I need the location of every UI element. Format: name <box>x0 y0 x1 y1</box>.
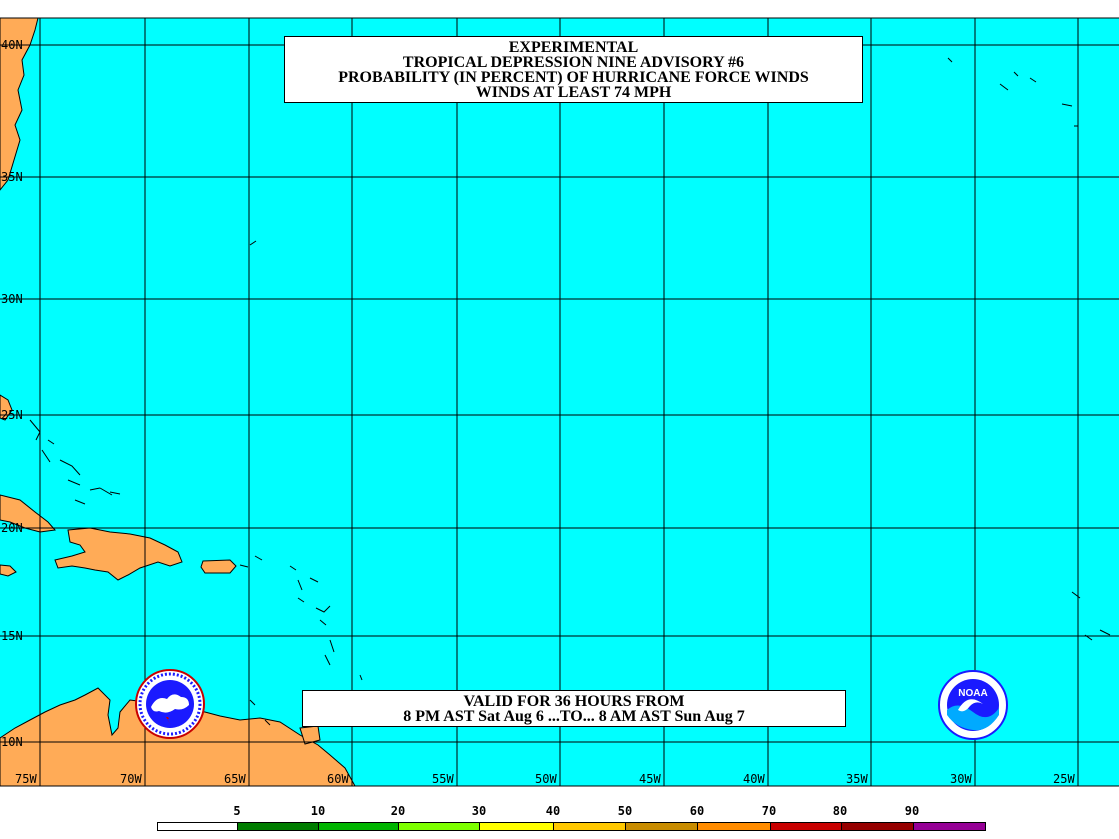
valid-period-box: VALID FOR 36 HOURS FROM 8 PM AST Sat Aug… <box>302 690 846 727</box>
lat-label-35n: 35N <box>1 170 23 184</box>
legend-label-80: 80 <box>832 804 848 818</box>
legend-swatch-0 <box>158 823 238 830</box>
lon-label-40w: 40W <box>743 772 765 786</box>
lat-label-25n: 25N <box>1 408 23 422</box>
lon-label-45w: 45W <box>639 772 661 786</box>
legend-swatch-10 <box>912 823 985 830</box>
title-line-1: EXPERIMENTAL <box>508 39 639 56</box>
legend-label-50: 50 <box>617 804 633 818</box>
legend-color-bar <box>157 822 986 831</box>
legend-swatch-9 <box>840 823 913 830</box>
title-box: EXPERIMENTAL TROPICAL DEPRESSION NINE AD… <box>284 36 863 103</box>
legend-label-70: 70 <box>761 804 777 818</box>
legend-swatch-7 <box>697 823 770 830</box>
legend-label-40: 40 <box>545 804 561 818</box>
legend-swatch-3 <box>398 823 480 830</box>
legend-swatch-2 <box>318 823 399 830</box>
title-line-3: PROBABILITY (IN PERCENT) OF HURRICANE FO… <box>338 69 809 86</box>
lon-label-75w: 75W <box>15 772 37 786</box>
valid-line-2: 8 PM AST Sat Aug 6 ...TO... 8 AM AST Sun… <box>403 708 745 725</box>
title-line-4: WINDS AT LEAST 74 MPH <box>475 84 672 101</box>
lat-label-20n: 20N <box>1 521 23 535</box>
lat-label-15n: 15N <box>1 629 23 643</box>
graticule <box>0 17 1119 787</box>
noaa-logo: NOAA <box>938 670 1008 740</box>
lon-label-35w: 35W <box>846 772 868 786</box>
lon-label-50w: 50W <box>535 772 557 786</box>
legend-swatch-4 <box>479 823 554 830</box>
nws-logo <box>135 669 205 739</box>
lon-label-65w: 65W <box>224 772 246 786</box>
lon-label-60w: 60W <box>327 772 349 786</box>
hispaniola <box>54 527 183 581</box>
valid-line-1: VALID FOR 36 HOURS FROM <box>463 693 685 710</box>
legend-label-90: 90 <box>904 804 920 818</box>
lon-label-30w: 30W <box>950 772 972 786</box>
legend-swatch-8 <box>769 823 841 830</box>
legend-label-10: 10 <box>310 804 326 818</box>
cuba <box>0 494 56 533</box>
legend-swatch-6 <box>625 823 698 830</box>
legend-swatch-1 <box>237 823 319 830</box>
legend-swatch-5 <box>553 823 626 830</box>
puerto-rico <box>200 559 237 574</box>
noaa-logo-text: NOAA <box>958 688 987 699</box>
lon-label-55w: 55W <box>432 772 454 786</box>
lat-label-30n: 30N <box>1 292 23 306</box>
legend-label-30: 30 <box>471 804 487 818</box>
title-line-2: TROPICAL DEPRESSION NINE ADVISORY #6 <box>402 54 745 71</box>
lon-label-70w: 70W <box>120 772 142 786</box>
lat-label-10n: 10N <box>1 735 23 749</box>
lat-label-40n: 40N <box>1 38 23 52</box>
legend-label-5: 5 <box>233 804 241 818</box>
lon-label-25w: 25W <box>1053 772 1075 786</box>
jamaica <box>0 564 17 577</box>
legend-label-60: 60 <box>689 804 705 818</box>
legend-label-20: 20 <box>390 804 406 818</box>
